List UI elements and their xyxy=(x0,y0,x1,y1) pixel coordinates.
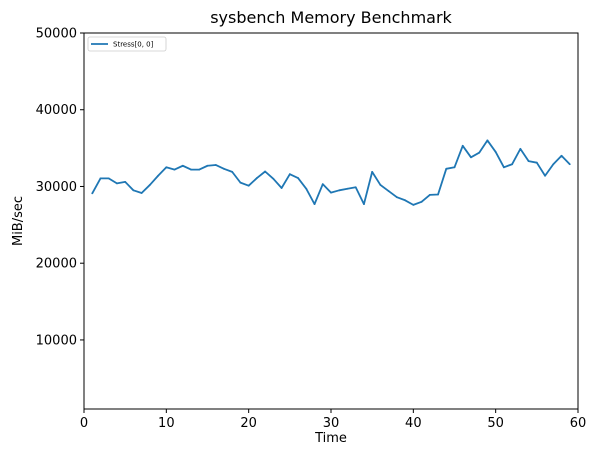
data-point xyxy=(288,173,291,176)
data-point xyxy=(247,184,250,187)
x-axis-ticks: 0 10 20 30 40 50 60 xyxy=(80,409,586,431)
data-point xyxy=(239,181,242,184)
data-point xyxy=(140,192,143,194)
x-axis-label: Time xyxy=(314,431,347,446)
data-point xyxy=(132,189,135,192)
y-axis-ticks: 10000 20000 30000 40000 50000 xyxy=(36,27,84,348)
data-point xyxy=(297,177,299,179)
legend: Stress[0, 0] xyxy=(87,36,167,52)
data-point xyxy=(478,151,481,154)
legend-label: Stress[0, 0] xyxy=(113,41,154,49)
y-tick-label: 30000 xyxy=(36,180,77,195)
data-point xyxy=(148,184,151,186)
data-point xyxy=(363,203,365,206)
data-point xyxy=(395,196,398,199)
data-point xyxy=(181,164,184,167)
data-point xyxy=(486,139,489,142)
data-point xyxy=(173,168,176,171)
data-point xyxy=(124,180,127,183)
data-point xyxy=(445,167,448,170)
data-point xyxy=(503,166,505,169)
data-point xyxy=(527,160,530,163)
data-point xyxy=(305,187,308,190)
plot-area xyxy=(84,33,578,409)
x-tick-label: 60 xyxy=(570,416,587,431)
y-tick-label: 50000 xyxy=(36,27,77,42)
y-tick-label: 20000 xyxy=(36,257,77,272)
data-point xyxy=(371,170,374,173)
data-point xyxy=(552,163,555,166)
data-point xyxy=(346,187,349,190)
data-point xyxy=(544,174,546,177)
data-point xyxy=(107,177,110,180)
data-point xyxy=(280,187,283,189)
data-point xyxy=(428,194,431,196)
data-point xyxy=(354,186,357,189)
data-point xyxy=(420,200,423,203)
data-point xyxy=(437,193,439,196)
x-tick-label: 10 xyxy=(158,416,175,431)
data-point xyxy=(453,166,456,169)
data-point xyxy=(568,163,571,166)
x-tick-label: 20 xyxy=(240,416,257,431)
data-point xyxy=(338,189,341,192)
data-point xyxy=(165,166,168,169)
x-tick-label: 50 xyxy=(487,416,504,431)
y-tick-label: 40000 xyxy=(36,103,77,118)
data-point xyxy=(387,190,390,192)
data-point xyxy=(157,174,160,177)
data-point xyxy=(560,154,563,157)
data-point xyxy=(494,151,497,153)
plot-frame xyxy=(83,32,579,410)
data-point xyxy=(91,192,94,195)
data-point xyxy=(470,156,472,159)
data-point xyxy=(461,144,464,147)
data-point xyxy=(99,177,102,180)
chart-title: sysbench Memory Benchmark xyxy=(210,8,452,27)
legend-box xyxy=(87,36,167,52)
y-axis-label: MiB/sec xyxy=(11,196,26,246)
data-point xyxy=(198,168,201,171)
data-point xyxy=(313,203,316,206)
data-point xyxy=(264,170,267,173)
data-point xyxy=(214,164,217,166)
y-tick-label: 10000 xyxy=(36,333,77,348)
data-point xyxy=(321,183,324,186)
data-point xyxy=(519,147,522,150)
data-point xyxy=(379,184,382,186)
data-point xyxy=(412,203,415,206)
data-point xyxy=(535,161,538,164)
data-point xyxy=(511,163,514,166)
series-layer xyxy=(91,139,571,206)
data-point xyxy=(231,170,234,173)
data-point xyxy=(190,168,192,171)
data-point xyxy=(116,182,118,185)
data-point xyxy=(330,191,332,194)
x-tick-label: 30 xyxy=(323,416,340,431)
data-point xyxy=(256,177,258,179)
data-point xyxy=(272,177,275,180)
x-tick-label: 0 xyxy=(80,416,88,431)
data-point xyxy=(206,164,209,167)
data-point xyxy=(223,167,225,170)
x-tick-label: 40 xyxy=(405,416,422,431)
data-point xyxy=(404,199,406,202)
